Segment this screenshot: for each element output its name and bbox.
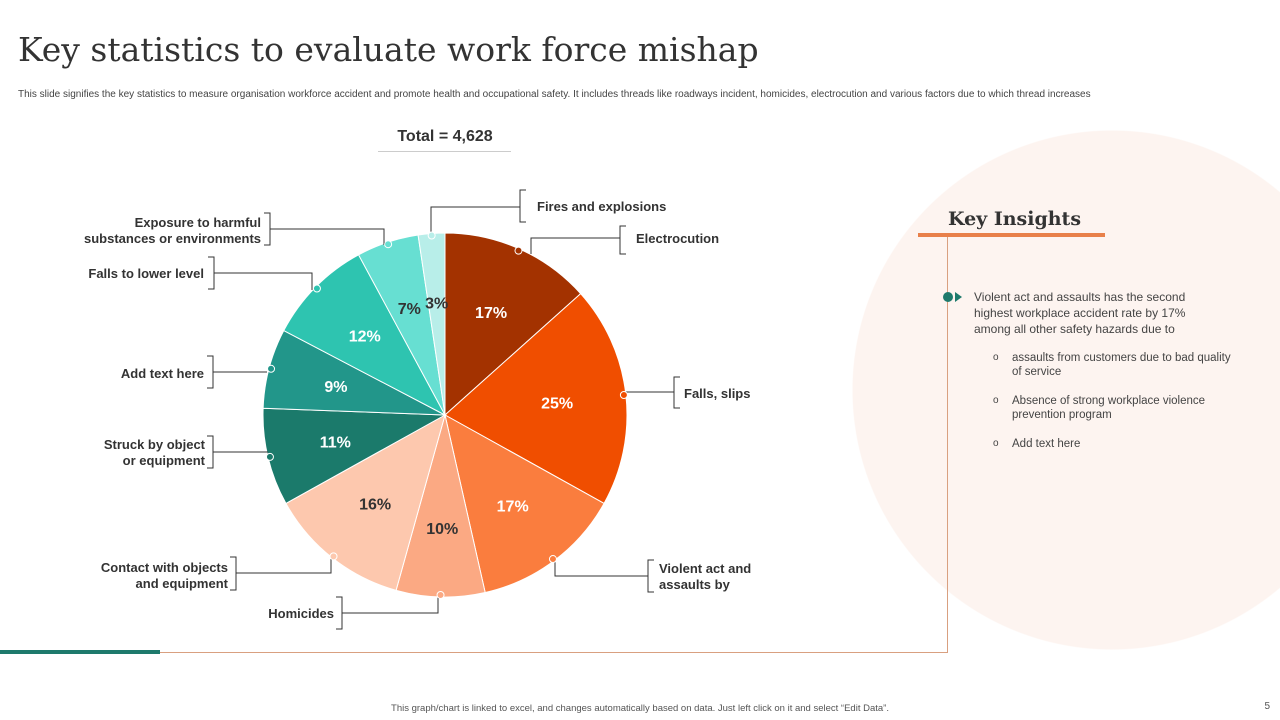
- slice-percent-label: 11%: [320, 434, 351, 451]
- page-number: 5: [1264, 701, 1270, 712]
- label-contact-objects: Contact with objects and equipment: [100, 560, 228, 591]
- leader-dot: [265, 452, 274, 461]
- slice-percent-label: 10%: [426, 521, 458, 538]
- divider-horizontal: [160, 652, 948, 653]
- label-add-text: Add text here: [120, 366, 204, 381]
- label-exposure-harmful: Exposure to harmful substances or enviro…: [84, 215, 261, 246]
- label-falls-lower-level: Falls to lower level: [88, 266, 204, 281]
- slice-percent-label: 17%: [497, 498, 529, 515]
- slice-percent-label: 25%: [541, 395, 573, 412]
- accent-bar: [0, 650, 160, 654]
- leader-dot: [436, 590, 445, 599]
- slice-percent-label: 12%: [349, 329, 381, 346]
- key-insight-sub-3: Add text here: [993, 437, 1232, 451]
- label-falls-slips: Falls, slips: [684, 386, 751, 401]
- page-subtitle: This slide signifies the key statistics …: [18, 89, 1091, 100]
- bullet-dot-icon: [943, 292, 953, 302]
- slice-percent-label: 9%: [324, 379, 347, 396]
- leader-dot: [329, 552, 338, 561]
- label-electrocution: Electrocution: [636, 231, 720, 246]
- leader-dot: [427, 231, 436, 240]
- label-violent-act: Violent act and assaults by: [659, 561, 752, 592]
- leader-dot: [312, 284, 321, 293]
- leader-lines: [207, 189, 680, 630]
- slice-percent-label: 3%: [425, 295, 448, 312]
- key-insights-underline: [918, 233, 1105, 237]
- page-title: Key statistics to evaluate work force mi…: [18, 30, 759, 69]
- leader-dot: [514, 246, 523, 255]
- slice-percent-label: 7%: [398, 301, 421, 318]
- leader-dot: [548, 555, 557, 564]
- total-underline: [378, 151, 511, 152]
- key-insight-sub-1: assaults from customers due to bad quali…: [993, 351, 1232, 379]
- leader-dot: [384, 240, 393, 249]
- footer-note: This graph/chart is linked to excel, and…: [391, 703, 889, 714]
- key-insights-title: Key Insights: [948, 208, 1082, 230]
- chart-total: Total = 4,628: [397, 128, 493, 145]
- label-struck-by-object: Struck by object or equipment: [103, 437, 205, 468]
- divider-vertical: [947, 237, 948, 653]
- slice-percent-label: 17%: [475, 305, 507, 322]
- key-insight-main: Violent act and assaults has the second …: [974, 290, 1186, 336]
- background-circle: [852, 130, 1280, 650]
- label-fires-explosions: Fires and explosions: [537, 199, 667, 214]
- key-insight-sub-2: Absence of strong workplace violence pre…: [993, 394, 1232, 422]
- leader-dot: [619, 391, 628, 400]
- bullet-arrow-icon: [955, 292, 962, 302]
- leader-dot: [267, 364, 276, 373]
- label-homicides: Homicides: [268, 606, 334, 621]
- slice-percent-label: 16%: [359, 497, 391, 514]
